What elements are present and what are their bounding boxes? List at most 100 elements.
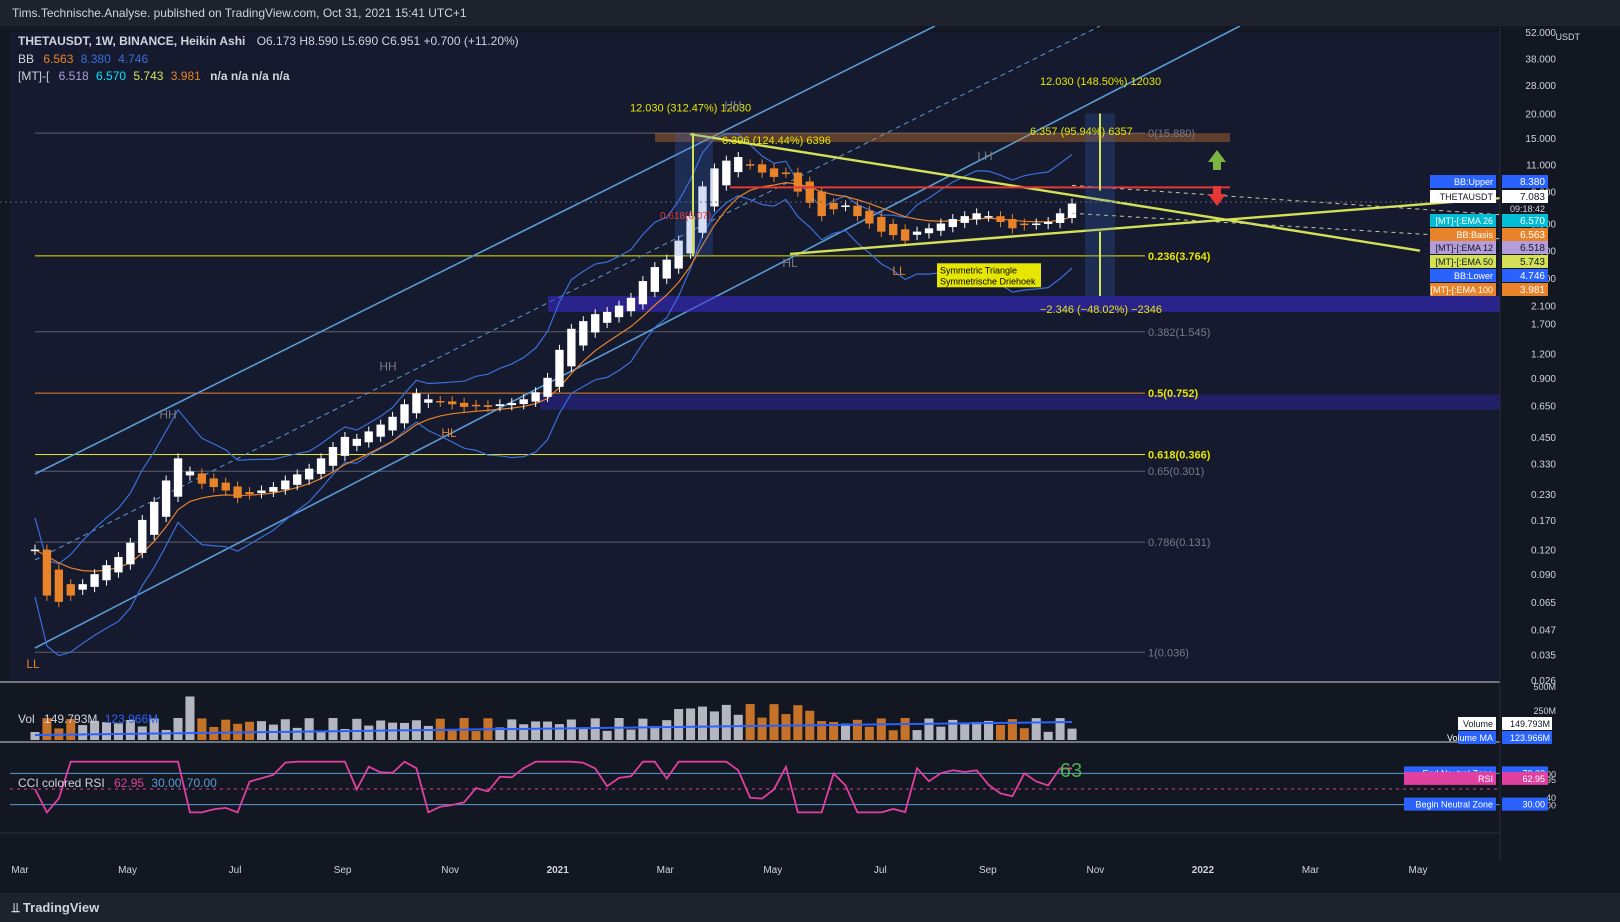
bb-lower-line bbox=[34, 194, 1073, 657]
volume-bar bbox=[185, 696, 195, 740]
candle bbox=[340, 431, 350, 462]
vol-ma-value: 123.966M bbox=[104, 712, 159, 726]
support-zone bbox=[540, 394, 1500, 410]
candle-body bbox=[936, 223, 946, 231]
measure-label: 6.357 (95.94%) 6357 bbox=[1030, 126, 1133, 138]
candle bbox=[352, 433, 361, 452]
volume-bar bbox=[1067, 728, 1077, 740]
volume-bar bbox=[960, 723, 970, 740]
candle-body bbox=[185, 471, 195, 476]
badge-label-bg bbox=[1430, 241, 1496, 254]
price-badge: [MT]-[:EMA 26 6.570 bbox=[1430, 214, 1548, 227]
swing-label: HH bbox=[724, 98, 741, 112]
candle-body bbox=[900, 229, 910, 241]
candle-body bbox=[602, 311, 612, 323]
badge-value: 30.00 bbox=[1522, 800, 1545, 810]
price-badge: [MT]-[:EMA 100 3.981 bbox=[1430, 283, 1548, 296]
candle bbox=[448, 396, 457, 410]
candle-body bbox=[114, 557, 123, 573]
x-tick-label: May bbox=[118, 865, 137, 876]
candle bbox=[614, 300, 624, 323]
candle-body bbox=[245, 492, 254, 495]
badge-value-bg bbox=[1502, 771, 1548, 785]
volume-bar bbox=[543, 721, 553, 740]
candle-body bbox=[626, 297, 636, 312]
volume-bar bbox=[900, 718, 910, 740]
candle bbox=[638, 276, 648, 310]
volume-bar bbox=[30, 732, 40, 740]
candle-body bbox=[436, 400, 445, 403]
badge-value-bg bbox=[1502, 214, 1548, 227]
candle bbox=[233, 481, 242, 504]
candle-body bbox=[448, 401, 457, 405]
volume-bar bbox=[912, 730, 922, 740]
badge-value-bg bbox=[1502, 283, 1548, 296]
volume-bar bbox=[948, 719, 958, 740]
volume-bar bbox=[447, 729, 457, 740]
candle-body bbox=[42, 549, 52, 596]
volume-bar bbox=[590, 718, 600, 740]
vol-legend: Vol 149.793M 123.966M bbox=[18, 712, 158, 726]
y-tick-label: 0.330 bbox=[1531, 459, 1556, 470]
candle-body bbox=[340, 436, 350, 456]
candle-body bbox=[591, 314, 600, 333]
measure-label: −2.346 (−48.02%) −2346 bbox=[1040, 304, 1162, 316]
badge-label: [MT]-[:EMA 100 bbox=[1430, 285, 1493, 295]
mt-legend: [MT]-[ 6.518 6.570 5.743 3.981 n/a n/a n… bbox=[18, 69, 290, 83]
badge-label-bg bbox=[1430, 214, 1496, 227]
y-tick-label: 0.047 bbox=[1531, 626, 1556, 637]
candle-body bbox=[877, 216, 886, 232]
candle bbox=[662, 254, 671, 284]
price-badge: BB:Lower 4.746 bbox=[1430, 269, 1548, 282]
bb-basis-value: 6.563 bbox=[43, 52, 74, 66]
pattern-note-text: Symmetrische Driehoek bbox=[940, 276, 1036, 286]
candle-body bbox=[1032, 223, 1041, 226]
volume-bar bbox=[876, 718, 886, 740]
y-tick-label: 38.000 bbox=[1525, 55, 1556, 66]
badge-label-bg bbox=[1404, 771, 1496, 785]
badge-value-bg bbox=[1502, 190, 1548, 203]
candle bbox=[948, 214, 957, 233]
badge-label-bg bbox=[1458, 731, 1496, 744]
volume-bar bbox=[399, 722, 410, 740]
volume-bar bbox=[66, 719, 76, 740]
badge-value-bg bbox=[1502, 797, 1548, 811]
candle bbox=[984, 211, 993, 222]
triangle-lower bbox=[789, 197, 1501, 256]
mt-ema50-value: 5.743 bbox=[133, 69, 164, 83]
fib-label: 0.786(0.131) bbox=[1148, 537, 1210, 549]
rsi-big-label: 63 bbox=[1060, 760, 1082, 782]
candle-body bbox=[507, 402, 516, 406]
channel-lower bbox=[34, 26, 1241, 649]
badge-value: 5.743 bbox=[1520, 257, 1545, 268]
candle bbox=[865, 205, 874, 229]
candle bbox=[829, 197, 838, 215]
candle-body bbox=[734, 157, 743, 173]
badge-value: 8.380 bbox=[1520, 177, 1545, 188]
volume-bar bbox=[113, 723, 123, 740]
candle-body bbox=[531, 392, 540, 402]
mt-label: [MT]-[ bbox=[18, 69, 50, 83]
candle bbox=[817, 186, 826, 222]
pattern-note-text: Symmetric Triangle bbox=[940, 265, 1017, 275]
fib-label: 0.65(0.301) bbox=[1148, 466, 1204, 478]
mt-na: n/a n/a n/a n/a bbox=[210, 69, 290, 83]
bb-upper-value: 8.380 bbox=[80, 52, 111, 66]
price-pane bbox=[0, 26, 1620, 834]
volume-pane bbox=[30, 696, 1077, 740]
x-tick-label: Nov bbox=[1086, 865, 1104, 876]
badge-label-bg bbox=[1458, 717, 1496, 730]
candle bbox=[471, 399, 481, 411]
rsi-high: 70.00 bbox=[186, 776, 217, 790]
brand-name: TradingView bbox=[22, 900, 100, 915]
candle-body bbox=[662, 259, 671, 279]
volume-bar bbox=[984, 720, 994, 740]
vol-label: Vol bbox=[18, 712, 35, 726]
candle-body bbox=[519, 399, 528, 405]
candle bbox=[185, 466, 195, 481]
badge-value: 6.570 bbox=[1520, 216, 1545, 227]
candle bbox=[78, 579, 87, 595]
symbol-title: THETAUSDT, 1W, BINANCE, Heikin Ashi bbox=[18, 34, 246, 48]
tradingview-logo[interactable]: ⫫ TradingView bbox=[12, 900, 99, 916]
